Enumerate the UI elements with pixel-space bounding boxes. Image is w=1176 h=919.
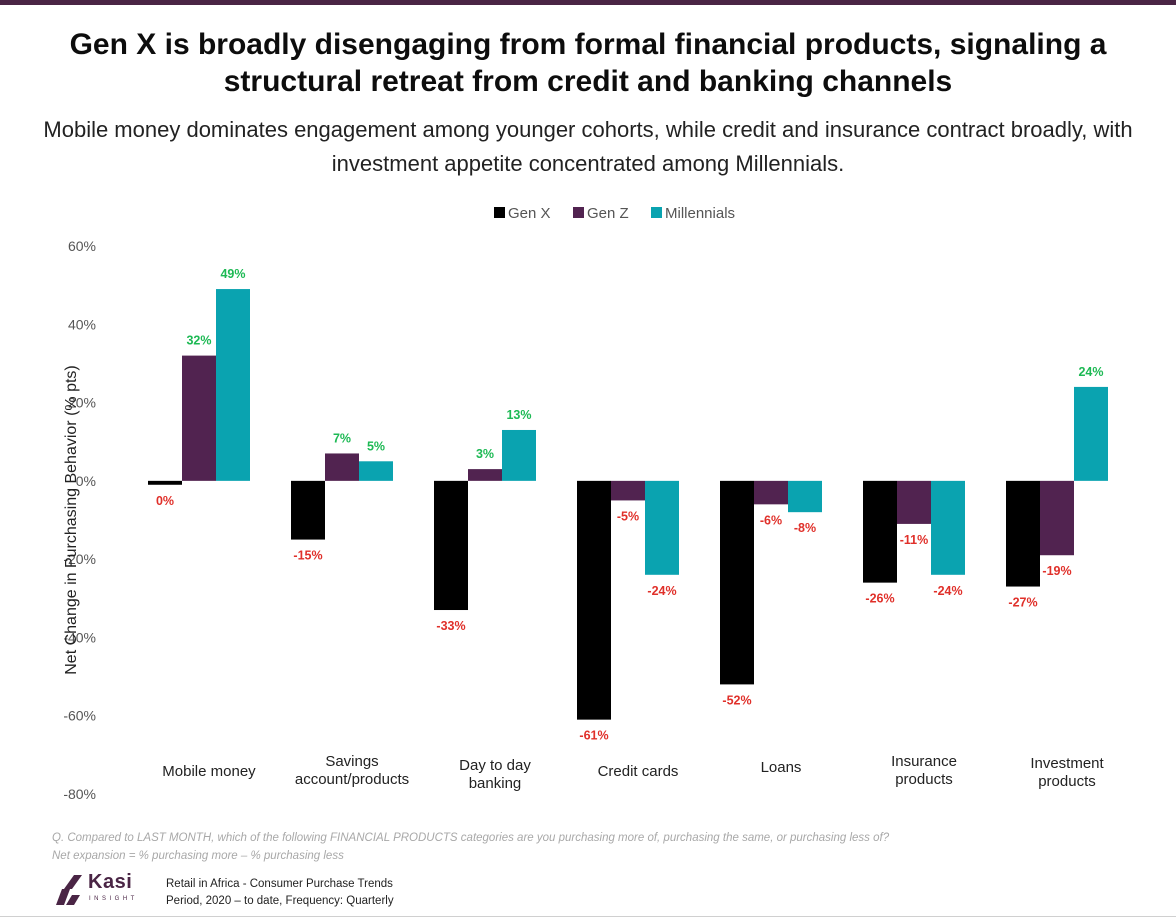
legend-swatch-millennials xyxy=(651,207,662,218)
x-category-label-line: products xyxy=(895,771,953,788)
y-tick-label: -20% xyxy=(63,551,96,567)
data-label: -61% xyxy=(579,729,608,743)
bar xyxy=(325,453,359,481)
bar xyxy=(468,469,502,481)
x-category-label-line: products xyxy=(1038,773,1096,790)
x-category-label-line: Credit cards xyxy=(598,763,679,780)
bar xyxy=(931,480,965,575)
x-category-label-line: Mobile money xyxy=(162,763,256,780)
chart-title: Gen X is broadly disengaging from formal… xyxy=(69,28,1107,98)
x-category-label: Investment products xyxy=(1030,755,1104,790)
x-category-label-line: Day to day xyxy=(459,757,531,774)
data-label: -26% xyxy=(865,592,894,606)
x-category-label-line: account/products xyxy=(295,771,409,788)
y-tick-label: -80% xyxy=(63,786,96,802)
legend-label-millennials: Millennials xyxy=(665,205,735,222)
bar xyxy=(502,429,536,481)
kasi-logo-mark-icon xyxy=(56,875,82,905)
bottom-divider xyxy=(0,916,1176,917)
y-axis-title: Net Change in Purchasing Behavior (% pts… xyxy=(63,365,80,675)
data-label: -19% xyxy=(1042,564,1071,578)
data-label: -24% xyxy=(933,584,962,598)
x-category-label: Insurance products xyxy=(891,753,957,788)
brand-tag: INSIGHT xyxy=(89,896,138,902)
bar xyxy=(863,480,897,583)
bar xyxy=(611,480,645,501)
data-label: 13% xyxy=(506,408,531,422)
bar xyxy=(577,480,611,720)
bar xyxy=(291,480,325,540)
survey-question-note: Q. Compared to LAST MONTH, which of the … xyxy=(52,832,890,844)
data-label: -15% xyxy=(293,549,322,563)
bar xyxy=(148,480,182,485)
x-category-label: Loans xyxy=(761,759,802,776)
y-tick-label: 0% xyxy=(76,473,96,489)
bar xyxy=(1006,480,1040,587)
bar xyxy=(359,461,393,481)
kasi-logo: Kasi INSIGHT xyxy=(52,871,152,909)
y-tick-label: 60% xyxy=(68,238,96,254)
bar xyxy=(754,480,788,505)
bar xyxy=(1074,386,1108,481)
definition-note: Net expansion = % purchasing more – % pu… xyxy=(52,850,344,862)
top-accent-bar xyxy=(0,0,1176,5)
bar xyxy=(434,480,468,611)
x-category-label: Credit cards xyxy=(598,763,679,780)
data-label: 0% xyxy=(156,494,174,508)
x-category-label-line: Investment xyxy=(1030,755,1104,772)
data-label: 3% xyxy=(476,447,494,461)
data-label: -52% xyxy=(722,693,751,707)
bar xyxy=(788,480,822,513)
chart-subtitle: Mobile money dominates engagement among … xyxy=(43,117,1133,176)
data-label: -6% xyxy=(760,513,782,527)
data-label: -11% xyxy=(900,533,929,547)
bar-chart: 60% 40% 20% 0% -20% -40% -60% -80% Net Change in… xyxy=(63,205,1108,802)
y-tick-label: 40% xyxy=(68,316,96,332)
y-tick-label: 20% xyxy=(68,395,96,411)
x-category-label-line: banking xyxy=(469,775,522,792)
x-category-label: Savings account/products xyxy=(295,753,409,788)
legend-label-gen-x: Gen X xyxy=(508,205,551,222)
legend-swatch-gen-x xyxy=(494,207,505,218)
source-line-1: Retail in Africa - Consumer Purchase Tre… xyxy=(166,878,393,890)
legend-label-gen-z: Gen Z xyxy=(587,205,629,222)
bar xyxy=(897,480,931,524)
y-tick-label: -60% xyxy=(63,708,96,724)
data-label: -5% xyxy=(617,509,639,523)
data-label: 49% xyxy=(220,267,245,281)
data-label: 24% xyxy=(1078,365,1103,379)
data-label: 7% xyxy=(333,431,351,445)
x-category-label: Day to day banking xyxy=(459,757,531,792)
source-line-2: Period, 2020 – to date, Frequency: Quart… xyxy=(166,895,394,907)
bar xyxy=(182,355,216,481)
x-category-label: Mobile money xyxy=(162,763,256,780)
data-label: 5% xyxy=(367,439,385,453)
data-label: 32% xyxy=(186,334,211,348)
data-label: -8% xyxy=(794,521,816,535)
bar xyxy=(1040,480,1074,556)
x-category-label-line: Savings xyxy=(325,753,378,770)
data-label: -33% xyxy=(436,619,465,633)
legend-swatch-gen-z xyxy=(573,207,584,218)
brand-name: Kasi xyxy=(88,871,133,893)
bar xyxy=(645,480,679,575)
bar xyxy=(216,289,250,481)
x-category-label-line: Loans xyxy=(761,759,802,776)
bar xyxy=(720,480,754,685)
data-label: -27% xyxy=(1008,596,1037,610)
x-category-label-line: Insurance xyxy=(891,753,957,770)
data-label: -24% xyxy=(647,584,676,598)
y-tick-label: -40% xyxy=(63,629,96,645)
